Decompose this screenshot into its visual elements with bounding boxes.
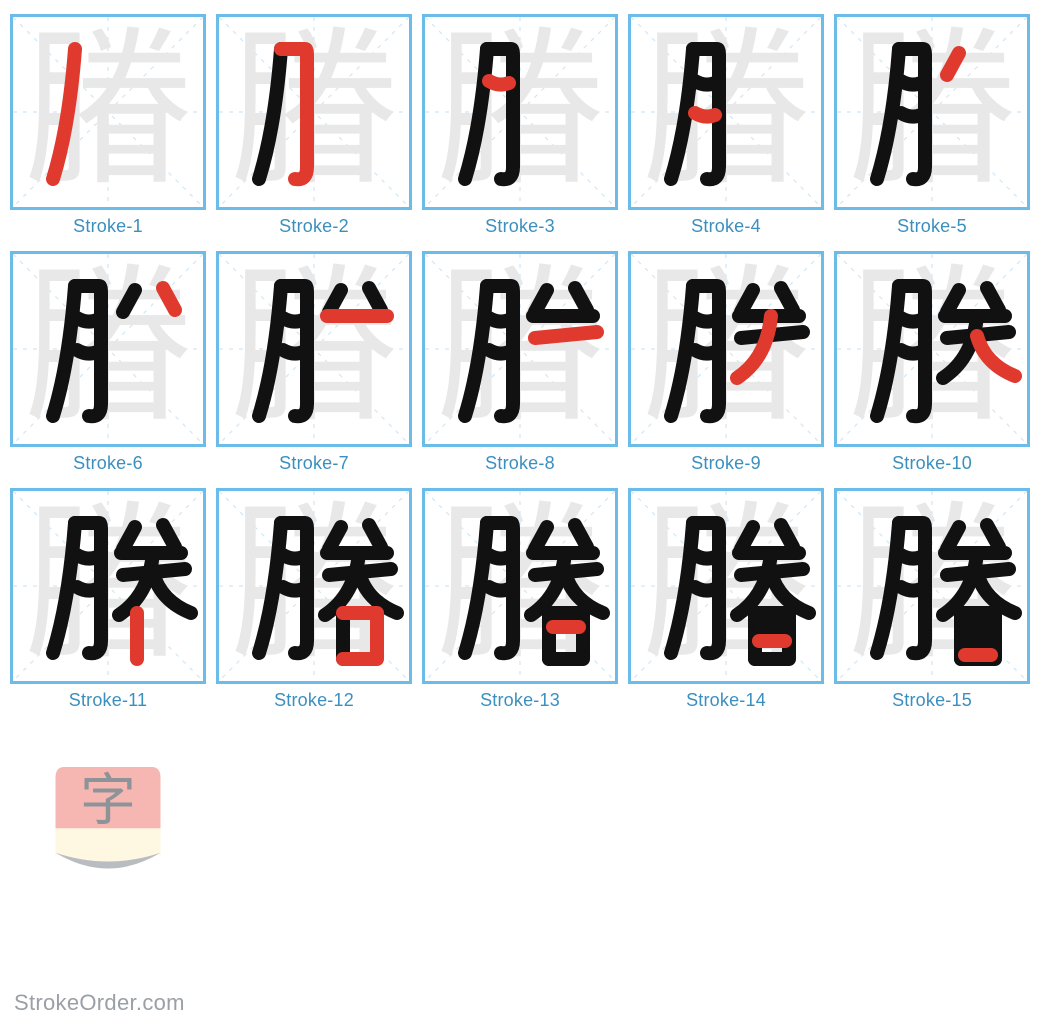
logo-cell: 字 — [10, 725, 206, 921]
stroke-caption: Stroke-14 — [686, 690, 766, 711]
stroke-tile: 膡 — [216, 251, 412, 447]
stroke-cell: 膡 Stroke-2 — [216, 14, 412, 237]
stroke-tile: 膡 — [216, 14, 412, 210]
stroke-tile: 膡 — [628, 251, 824, 447]
stroke-cell: 膡 Stroke-11 — [10, 488, 206, 711]
stroke-caption: Stroke-15 — [892, 690, 972, 711]
stroke-tile: 膡 — [628, 488, 824, 684]
stroke-tile: 膡 — [834, 251, 1030, 447]
stroke-tile: 膡 — [628, 14, 824, 210]
stroke-caption: Stroke-13 — [480, 690, 560, 711]
stroke-cell: 膡 Stroke-8 — [422, 251, 618, 474]
stroke-caption: Stroke-7 — [279, 453, 349, 474]
stroke-tile: 膡 — [422, 488, 618, 684]
stroke-cell: 膡 Stroke-3 — [422, 14, 618, 237]
stroke-cell: 膡 Stroke-4 — [628, 14, 824, 237]
stroke-tile: 膡 — [422, 14, 618, 210]
stroke-cell: 膡 Stroke-9 — [628, 251, 824, 474]
stroke-caption: Stroke-12 — [274, 690, 354, 711]
stroke-tile: 膡 — [10, 251, 206, 447]
stroke-cell: 膡 Stroke-14 — [628, 488, 824, 711]
stroke-cell: 膡 Stroke-1 — [10, 14, 206, 237]
stroke-grid: 膡 Stroke-1 膡 Stroke-2 膡 Stroke-3 膡 Strok… — [10, 14, 1040, 921]
stroke-tile: 膡 — [10, 14, 206, 210]
svg-text:字: 字 — [80, 771, 136, 833]
watermark: StrokeOrder.com — [14, 990, 185, 1016]
stroke-tile: 膡 — [834, 488, 1030, 684]
stroke-cell: 膡 Stroke-15 — [834, 488, 1030, 711]
stroke-tile: 膡 — [10, 488, 206, 684]
site-logo: 字 — [10, 725, 206, 921]
stroke-tile: 膡 — [422, 251, 618, 447]
stroke-cell: 膡 Stroke-10 — [834, 251, 1030, 474]
stroke-caption: Stroke-9 — [691, 453, 761, 474]
stroke-cell: 膡 Stroke-13 — [422, 488, 618, 711]
stroke-caption: Stroke-5 — [897, 216, 967, 237]
stroke-cell: 膡 Stroke-5 — [834, 14, 1030, 237]
stroke-caption: Stroke-3 — [485, 216, 555, 237]
stroke-caption: Stroke-10 — [892, 453, 972, 474]
stroke-cell: 膡 Stroke-6 — [10, 251, 206, 474]
stroke-caption: Stroke-1 — [73, 216, 143, 237]
stroke-caption: Stroke-8 — [485, 453, 555, 474]
stroke-cell: 膡 Stroke-12 — [216, 488, 412, 711]
stroke-tile: 膡 — [834, 14, 1030, 210]
stroke-tile: 膡 — [216, 488, 412, 684]
stroke-caption: Stroke-2 — [279, 216, 349, 237]
stroke-caption: Stroke-11 — [69, 690, 148, 711]
stroke-caption: Stroke-4 — [691, 216, 761, 237]
stroke-cell: 膡 Stroke-7 — [216, 251, 412, 474]
stroke-caption: Stroke-6 — [73, 453, 143, 474]
